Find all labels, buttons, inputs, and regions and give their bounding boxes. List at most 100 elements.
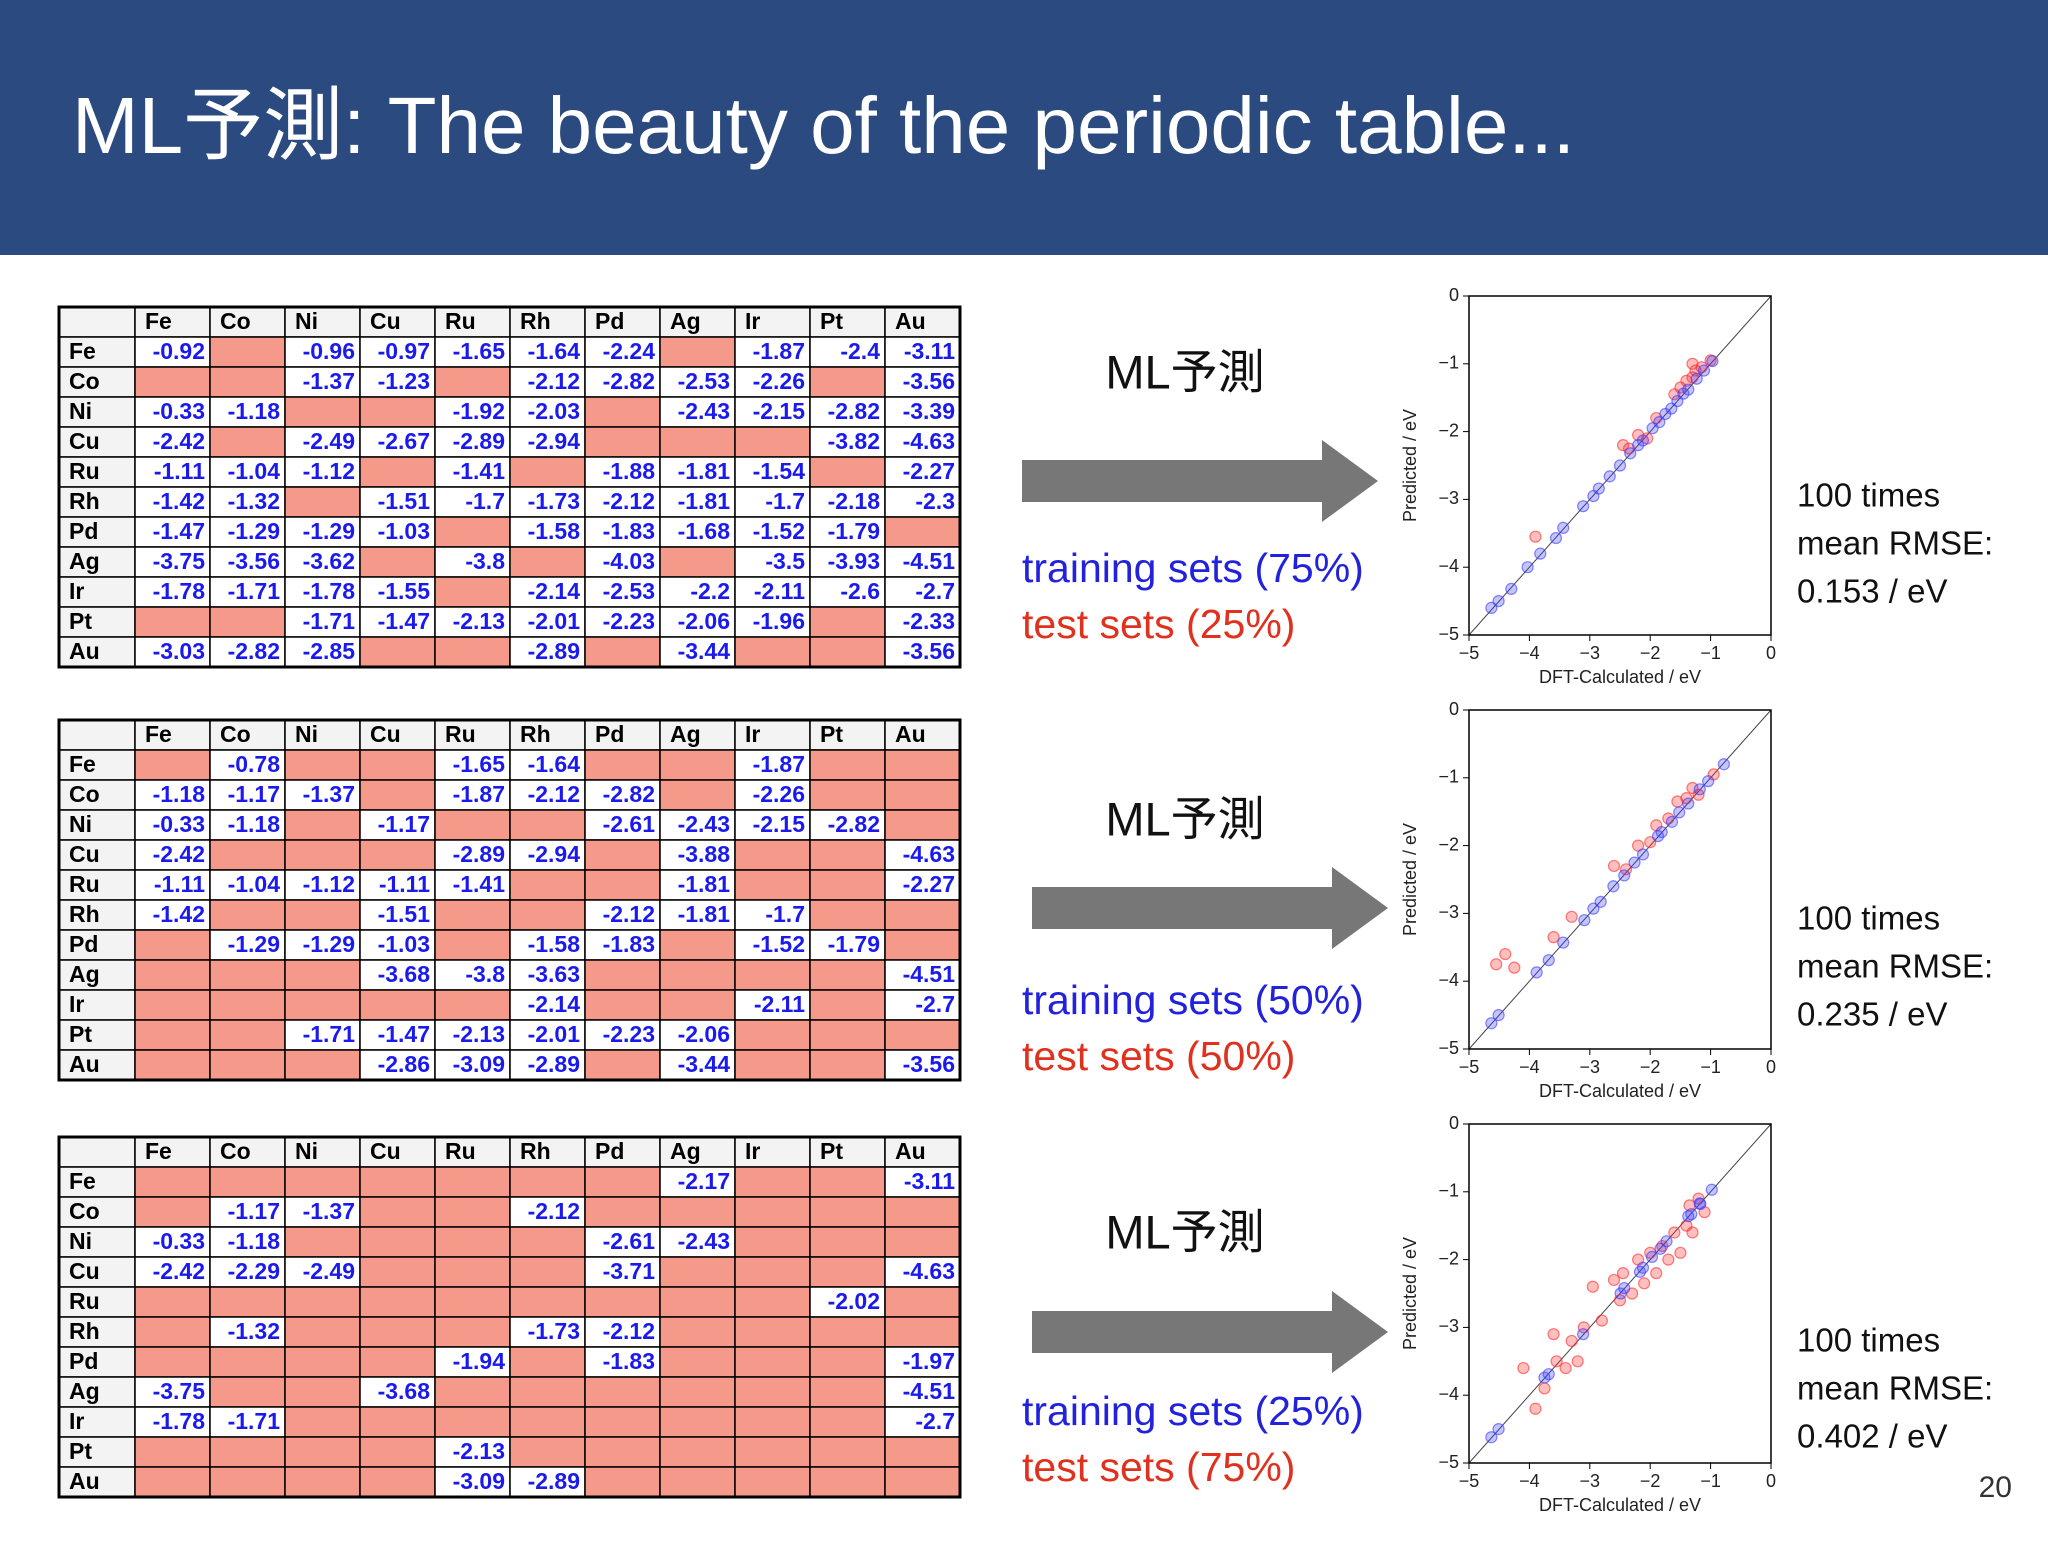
method-label: ML予測 [1105, 792, 1264, 845]
header-cell [58, 719, 136, 751]
masked-cell [809, 1196, 886, 1228]
masked-cell [509, 1286, 586, 1318]
cell-value: -1.12 [303, 458, 355, 484]
masked-cell [359, 546, 436, 578]
rmse-text: 100 times [1797, 900, 1940, 937]
cell-value: -2.89 [528, 1468, 580, 1494]
cell-value: -2.53 [678, 368, 730, 394]
data-point [1653, 416, 1666, 429]
cell-value: -1.37 [303, 1198, 355, 1224]
data-point [1492, 1422, 1505, 1436]
value-cell [284, 546, 361, 578]
column-header: Pd [595, 721, 624, 747]
x-tick-label: −1 [1700, 643, 1721, 663]
masked-cell [659, 1346, 736, 1378]
value-cell [509, 1196, 586, 1228]
masked-cell [284, 809, 361, 841]
cell-value: -1.03 [378, 931, 430, 957]
arrow [1022, 440, 1378, 522]
data-point [1717, 758, 1730, 771]
masked-cell [284, 1376, 361, 1408]
cell-value: -2.49 [303, 428, 355, 454]
cell-value: -2.43 [678, 811, 730, 837]
cell-value: -3.62 [303, 548, 355, 574]
cell-value: -1.79 [828, 518, 880, 544]
column-header: Ag [670, 721, 701, 747]
cell-value: -2.02 [828, 1288, 880, 1314]
cell-value: -2.33 [903, 608, 955, 634]
data-point [1530, 966, 1543, 979]
value-cell [809, 929, 886, 961]
data-point [1644, 836, 1657, 849]
arrow [1032, 867, 1388, 949]
column-header: Fe [145, 721, 172, 747]
masked-cell [809, 1436, 886, 1468]
value-cell [884, 336, 961, 368]
masked-cell [584, 1406, 661, 1438]
masked-cell [284, 1166, 361, 1198]
masked-cell [734, 1436, 811, 1468]
column-header: Ni [295, 721, 318, 747]
column-header: Ir [745, 308, 760, 334]
value-cell [584, 1019, 661, 1051]
cell-value: -1.47 [153, 518, 205, 544]
data-point [1607, 1273, 1621, 1287]
row-header: Ir [69, 991, 84, 1017]
masked-cell [134, 1166, 211, 1198]
value-cell [209, 749, 286, 781]
value-cell [584, 486, 661, 518]
data-point [1534, 547, 1547, 560]
masked-cell [659, 929, 736, 961]
masked-cell [809, 456, 886, 488]
masked-cell [359, 989, 436, 1021]
cell-value: -2.89 [453, 428, 505, 454]
masked-cell [134, 606, 211, 638]
value-cell [434, 1466, 511, 1498]
data-point [1603, 470, 1616, 483]
cell-value: -2.82 [828, 398, 880, 424]
x-tick-label: 0 [1766, 643, 1776, 663]
row-header: Ni [69, 811, 92, 837]
value-cell [659, 1019, 736, 1051]
cell-value: -1.65 [453, 338, 506, 364]
data-point [1565, 910, 1578, 923]
header-cell [284, 306, 361, 338]
masked-cell [509, 809, 586, 841]
x-axis-label: DFT-Calculated / eV [1539, 1495, 1701, 1515]
header-cell [809, 1136, 886, 1168]
masked-cell [134, 1466, 211, 1498]
value-cell [134, 779, 211, 811]
masked-cell [809, 366, 886, 398]
cell-value: -1.29 [303, 518, 355, 544]
row-header: Fe [69, 1168, 96, 1194]
cell-value: -1.68 [678, 518, 731, 544]
masked-cell [884, 1196, 961, 1228]
masked-cell [284, 989, 361, 1021]
y-tick-label: −1 [1438, 1181, 1459, 1201]
masked-cell [809, 1466, 886, 1498]
cell-value: -0.78 [228, 751, 281, 777]
cell-value: -1.47 [378, 608, 430, 634]
value-cell [209, 636, 286, 668]
cell-value: -3.44 [678, 1051, 731, 1077]
data-point [1636, 1261, 1650, 1274]
cell-value: -2.61 [603, 1228, 656, 1254]
masked-cell [434, 929, 511, 961]
data-point [1499, 947, 1512, 961]
masked-cell [884, 1019, 961, 1051]
data-point [1557, 936, 1570, 949]
masked-cell [134, 1019, 211, 1051]
data-point [1660, 1235, 1673, 1248]
y-tick-label: −4 [1438, 556, 1459, 576]
row-header: Pd [69, 931, 98, 957]
masked-cell [584, 989, 661, 1021]
x-tick-label: −2 [1640, 1057, 1661, 1077]
value-cell [659, 1049, 736, 1081]
cell-value: -1.78 [303, 578, 356, 604]
column-header: Cu [370, 1138, 401, 1164]
value-cell [209, 546, 286, 578]
value-cell [884, 1166, 961, 1198]
value-cell [209, 1196, 286, 1228]
masked-cell [284, 396, 361, 428]
masked-cell [434, 1196, 511, 1228]
